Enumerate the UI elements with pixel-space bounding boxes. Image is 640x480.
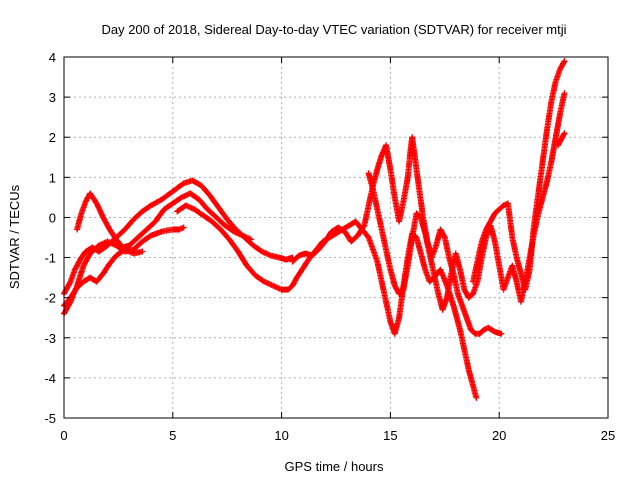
- plus-markers: [555, 130, 568, 149]
- plus-markers: [61, 224, 187, 317]
- series-arc-1: [61, 224, 187, 317]
- x-axis-label: GPS time / hours: [285, 459, 384, 474]
- plus-markers: [470, 58, 568, 293]
- y-tick-label: -5: [44, 411, 56, 426]
- series-arc-3: [74, 190, 255, 251]
- y-tick-label: -1: [44, 251, 56, 266]
- x-tick-label: 20: [492, 428, 506, 443]
- y-tick-label: 0: [49, 210, 56, 225]
- y-tick-label: 4: [49, 50, 56, 65]
- data-points: [61, 58, 568, 401]
- series-arc-6: [289, 134, 505, 337]
- x-tick-label: 10: [274, 428, 288, 443]
- plus-markers: [174, 202, 480, 401]
- chart-title: Day 200 of 2018, Sidereal Day-to-day VTE…: [101, 22, 566, 37]
- grid-lines: [64, 57, 608, 418]
- y-tick-label: 3: [49, 90, 56, 105]
- y-tick-label: -2: [44, 291, 56, 306]
- y-tick-label: 2: [49, 130, 56, 145]
- plot-frame: [63, 56, 609, 419]
- axes: 0 5 10 15 20 25 -5 -4 -3 -2 -1 0 1 2 3 4: [44, 50, 615, 443]
- series-arc-8: [470, 58, 568, 293]
- series-arc-5: [174, 202, 480, 401]
- y-tick-label: 1: [49, 170, 56, 185]
- y-axis-label: SDTVAR / TECUs: [7, 184, 22, 289]
- x-tick-label: 0: [60, 428, 67, 443]
- series-arc-9: [555, 130, 568, 149]
- y-tick-label: -3: [44, 331, 56, 346]
- plus-markers: [74, 190, 255, 251]
- x-tick-label: 15: [383, 428, 397, 443]
- y-tick-label: -4: [44, 371, 56, 386]
- x-tick-label: 25: [601, 428, 615, 443]
- plus-markers: [289, 134, 505, 337]
- x-tick-label: 5: [169, 428, 176, 443]
